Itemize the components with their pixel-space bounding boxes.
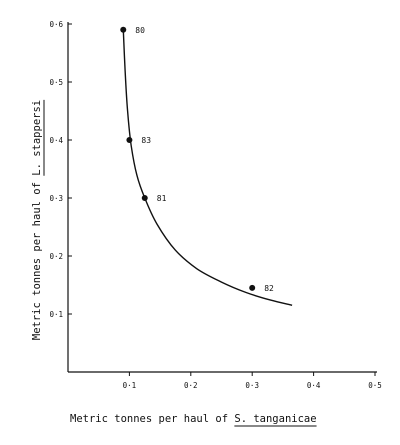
x-tick-label: 0·3 [245,381,259,390]
x-tick-label: 0·5 [368,381,382,390]
y-ticks: 0·1 0·2 0·3 0·4 0·5 0·6 [49,20,72,319]
x-axis-title-prefix: Metric tonnes per haul of [70,413,234,425]
y-tick-label: 0·2 [49,252,63,261]
data-point-label-80: 80 [135,26,145,35]
y-tick-label: 0·1 [49,310,63,319]
y-axis-title: Metric tonnes per haul of L. stappersi [31,100,43,340]
fitted-curve [122,29,293,306]
x-axis-title: Metric tonnes per haul of S. tanganicae [70,413,317,425]
data-point-83 [126,137,133,143]
data-point-81 [141,195,148,201]
data-point-80 [120,26,127,33]
x-tick-label: 0·2 [184,381,198,390]
svg-text:Metric tonnes per haul of L. s: Metric tonnes per haul of L. stappersi [31,100,43,340]
y-axis-title-species: L. stappersi [31,100,43,176]
data-point-label-83: 83 [141,136,151,145]
x-tick-label: 0·1 [123,381,137,390]
y-tick-label: 0·6 [49,20,63,29]
y-tick-label: 0·5 [49,78,63,87]
data-point-label-82: 82 [264,284,274,293]
data-point-label-81: 81 [157,194,167,203]
y-tick-label: 0·4 [49,136,63,145]
axes [67,22,377,373]
y-tick-label: 0·3 [49,194,63,203]
x-axis-title-species: S. tanganicae [234,413,316,425]
data-point-82 [249,284,256,291]
x-tick-label: 0·4 [307,381,321,390]
y-axis-title-prefix: Metric tonnes per haul of [31,176,43,340]
data-points: 80 83 81 82 [120,26,274,293]
x-ticks: 0·1 0·2 0·3 0·4 0·5 [123,372,382,390]
